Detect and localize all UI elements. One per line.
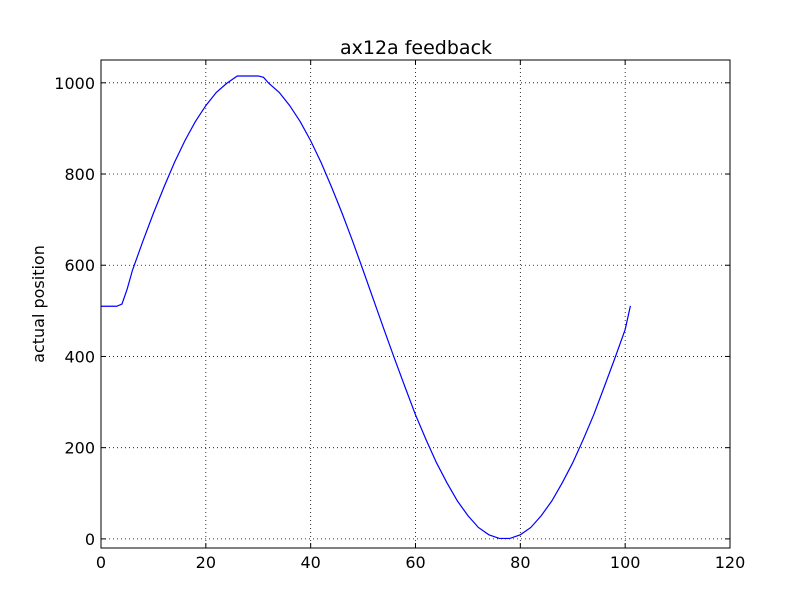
y-axis-label: actual position bbox=[29, 245, 48, 363]
chart-title: ax12a feedback bbox=[340, 37, 492, 59]
y-tick-label: 1000 bbox=[54, 74, 95, 93]
y-tick-label: 400 bbox=[64, 347, 95, 366]
y-tick-label: 0 bbox=[85, 530, 95, 549]
x-tick-label: 120 bbox=[715, 553, 746, 572]
x-tick-label: 80 bbox=[510, 553, 530, 572]
y-tick-label: 800 bbox=[64, 165, 95, 184]
x-tick-label: 40 bbox=[300, 553, 320, 572]
x-tick-label: 0 bbox=[96, 553, 106, 572]
x-tick-label: 20 bbox=[196, 553, 216, 572]
plot-area: 0 200 400 600 800 1000 0 20 40 60 80 100 120 bbox=[54, 59, 746, 572]
y-tick-label: 600 bbox=[64, 256, 95, 275]
axes-frame bbox=[100, 59, 731, 549]
x-tick-label: 100 bbox=[610, 553, 641, 572]
x-tick-label: 60 bbox=[405, 553, 425, 572]
y-tick-label: 200 bbox=[64, 439, 95, 458]
data-line bbox=[101, 75, 631, 540]
